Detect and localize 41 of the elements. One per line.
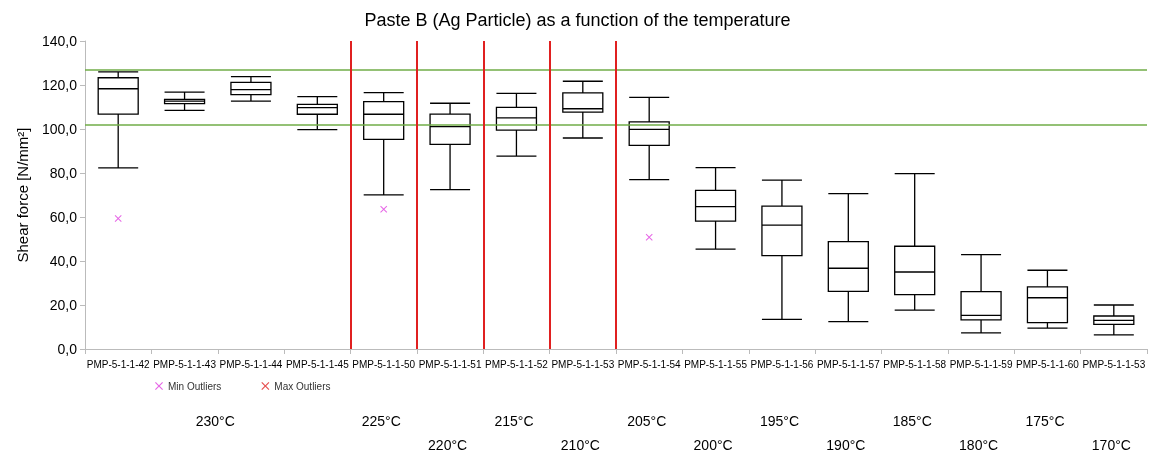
text: 210°C [560,437,600,453]
legend-label: Min Outliers [168,380,222,392]
y-tick-label: 20,0 [49,297,78,313]
x-tick-label: PMP-5-1-1-51 [418,358,482,370]
text: 170°C [1091,437,1131,453]
text: 190°C [826,437,866,453]
text: 230°C [195,413,235,429]
y-tick-label: 0,0 [57,341,78,357]
x-tick-label: PMP-5-1-1-55 [684,358,748,370]
x-tick-label: PMP-5-1-1-52 [485,358,549,370]
x-tick-label: PMP-5-1-1-53 [551,358,615,370]
y-tick-label: 80,0 [49,165,78,181]
text: 215°C [494,413,534,429]
x-tick-label: PMP-5-1-1-58 [883,358,947,370]
x-tick-label: PMP-5-1-1-42 [86,358,151,370]
chart-title: Paste B (Ag Particle) as a function of the temperature [364,10,791,30]
text: 200°C [693,437,733,453]
x-tick-label: PMP-5-1-1-53 [1082,358,1146,370]
text: 175°C [1025,413,1065,429]
text: 180°C [959,437,999,453]
text: 195°C [759,413,800,429]
y-tick-label: 60,0 [49,209,78,225]
y-tick-label: 40,0 [49,253,78,269]
x-tick-label: PMP-5-1-1-54 [617,358,682,370]
y-tick-label: 120,0 [41,77,78,93]
x-tick-label: PMP-5-1-1-43 [153,358,217,370]
text: 220°C [428,437,468,453]
x-tick-label: PMP-5-1-1-44 [219,358,283,370]
y-tick-label: 100,0 [41,121,78,137]
x-tick-label: PMP-5-1-1-60 [1016,358,1080,370]
x-tick-label: PMP-5-1-1-57 [816,358,881,370]
y-axis-title: Shear force [N/mm²] [14,127,31,263]
x-tick-label: PMP-5-1-1-50 [352,358,416,370]
x-tick-label: PMP-5-1-1-59 [949,358,1013,370]
text: 185°C [892,413,932,429]
text: 225°C [361,413,401,429]
legend-label: Max Outliers [274,380,331,392]
x-tick-label: PMP-5-1-1-56 [750,358,814,370]
y-tick-label: 140,0 [41,33,78,49]
x-tick-label: PMP-5-1-1-45 [285,358,350,370]
text: 205°C [627,413,667,429]
